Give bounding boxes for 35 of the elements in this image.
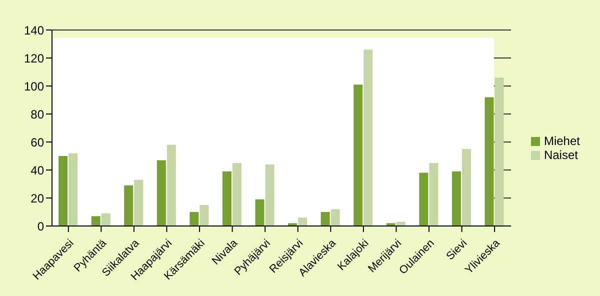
bar [330, 209, 340, 226]
y-tick-label: 40 [30, 163, 44, 178]
bar [190, 212, 199, 226]
bar [156, 160, 166, 226]
bar [91, 216, 100, 226]
bar [58, 156, 68, 226]
bar [124, 185, 134, 226]
y-tick-label: 120 [24, 51, 44, 66]
y-tick-label: 80 [30, 107, 44, 122]
y-tick-label: 100 [24, 79, 44, 94]
bar [462, 149, 471, 226]
y-tick-label: 20 [30, 191, 44, 206]
legend-label: Miehet [544, 134, 580, 148]
legend-label: Naiset [544, 148, 578, 162]
bar [255, 199, 264, 226]
bar [419, 172, 428, 226]
bar [232, 163, 242, 226]
bar [354, 84, 363, 226]
y-tick-label: 140 [24, 23, 44, 38]
bar [68, 153, 78, 226]
y-tick-label: 0 [37, 219, 44, 234]
bar [298, 218, 308, 226]
bar [320, 212, 330, 226]
bar [134, 180, 144, 226]
bar [222, 171, 232, 226]
bar [452, 171, 461, 226]
bar [166, 144, 176, 226]
bar [364, 50, 373, 226]
bar [200, 205, 209, 226]
y-tick-label: 60 [30, 135, 44, 150]
bar [101, 213, 110, 226]
bar [484, 97, 494, 226]
bar [429, 163, 438, 226]
bar [265, 164, 274, 226]
bar [494, 78, 504, 226]
